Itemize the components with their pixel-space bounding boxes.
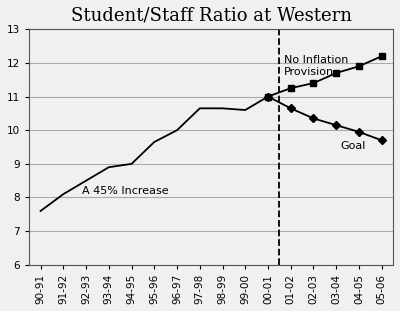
Title: Student/Staff Ratio at Western: Student/Staff Ratio at Western	[71, 7, 352, 25]
Text: Goal: Goal	[341, 141, 366, 151]
Text: No Inflation
Provision: No Inflation Provision	[284, 55, 348, 77]
Text: A 45% Increase: A 45% Increase	[82, 186, 168, 196]
